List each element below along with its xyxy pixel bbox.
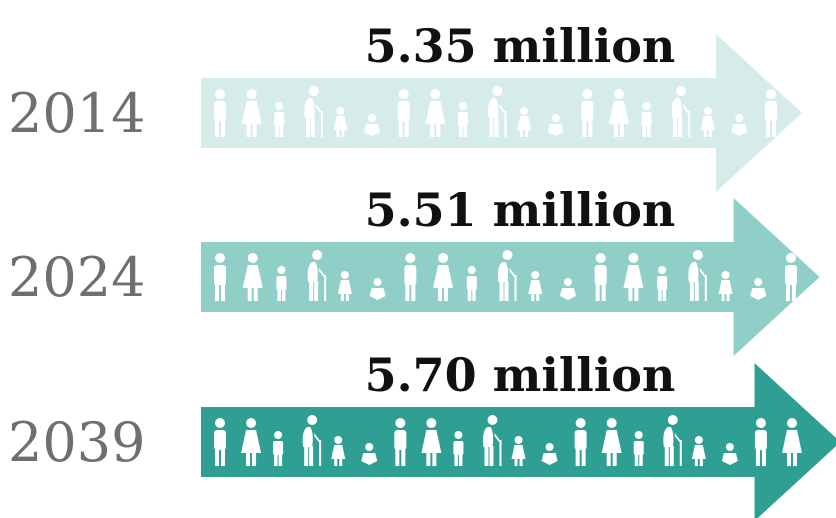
data-label-2014: 5.35 million [365, 19, 676, 73]
chart-row-2024: 2024 5.51 million [8, 183, 820, 356]
tick-label-2014: 2014 [8, 82, 145, 145]
bar-arrow-2024 [201, 198, 820, 356]
data-label-2024: 5.51 million [365, 183, 676, 237]
chart-row-2014: 2014 5.35 million [8, 19, 802, 192]
bar-arrow-2014 [201, 34, 802, 192]
tick-label-2024: 2024 [8, 246, 145, 309]
chart-row-2039: 2039 5.70 million [8, 348, 836, 518]
data-label-2039: 5.70 million [365, 348, 676, 402]
tick-label-2039: 2039 [8, 411, 145, 474]
